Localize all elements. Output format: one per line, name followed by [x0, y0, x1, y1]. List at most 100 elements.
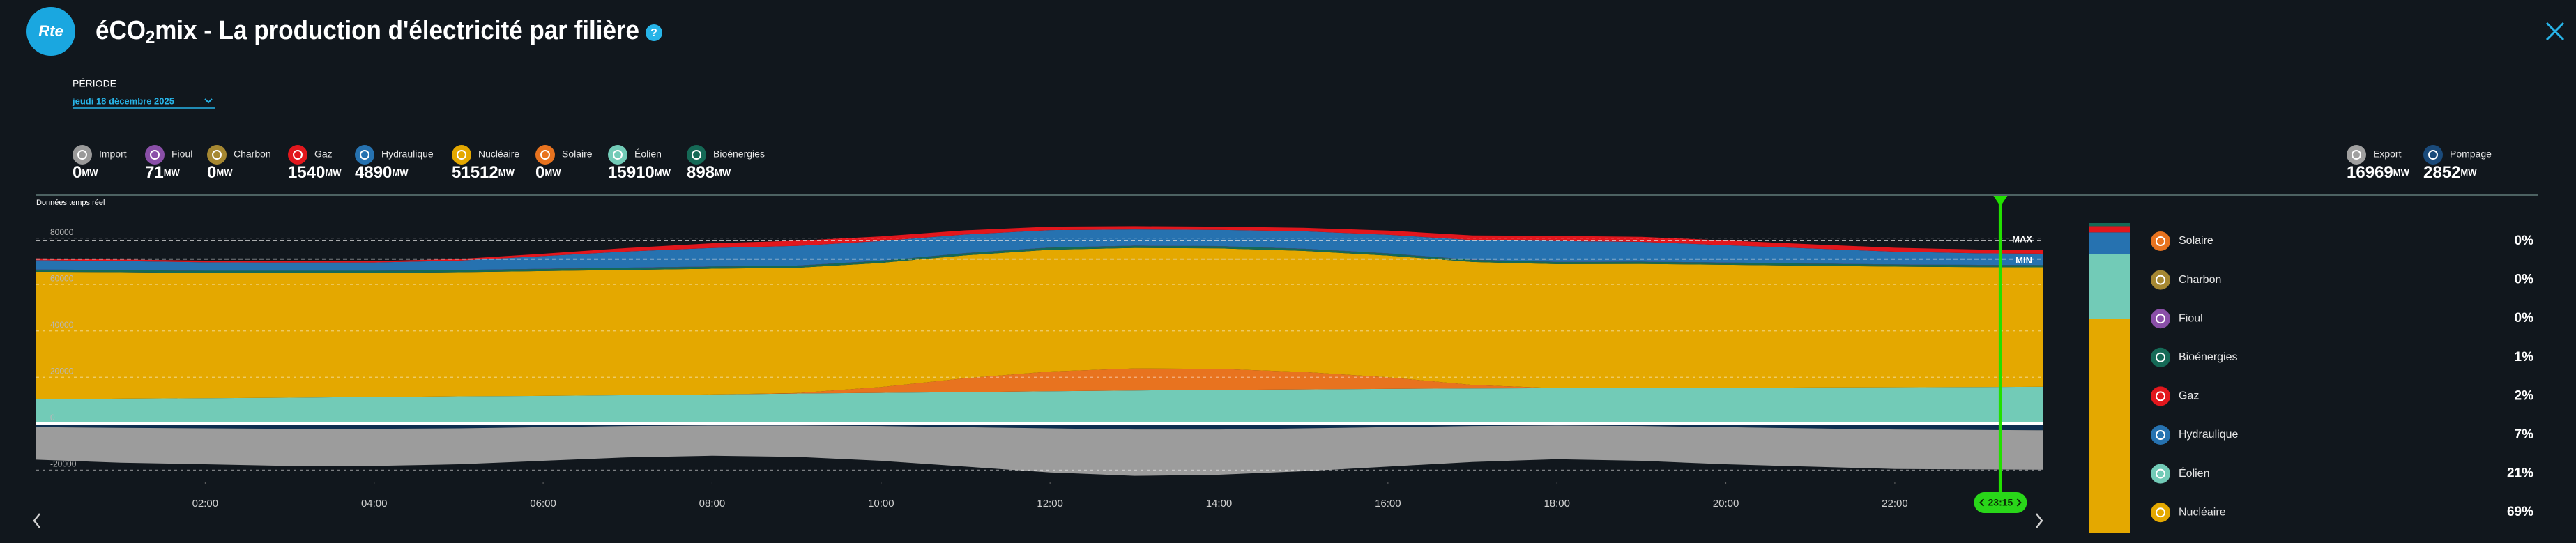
unit: MW — [2393, 167, 2410, 178]
source-name: Export — [2373, 148, 2402, 160]
value: 0 — [535, 163, 544, 182]
period-select[interactable]: jeudi 18 décembre 2025 — [72, 95, 174, 106]
dropdown-arrow[interactable] — [204, 98, 213, 104]
source-name: Gaz — [314, 148, 333, 160]
source-value: 0MW — [535, 163, 561, 182]
share-name: Nucléaire — [2179, 506, 2226, 518]
source-value: 0MW — [73, 163, 98, 182]
share-icon-inner — [2156, 507, 2165, 518]
value: 4890 — [355, 163, 392, 182]
share-value: 0% — [2515, 234, 2534, 248]
source-name: Nucléaire — [478, 148, 519, 160]
share-icon-inner — [2156, 352, 2165, 362]
cursor-next — [2016, 498, 2022, 507]
source-name: Fioul — [172, 148, 192, 160]
source-icon — [535, 145, 555, 165]
area-series — [36, 247, 2043, 399]
source-icon-inner — [613, 150, 623, 160]
source-icon — [2347, 145, 2366, 165]
period-label: PÉRIODE — [73, 78, 116, 89]
share-name: Gaz — [2179, 390, 2199, 402]
logo[interactable] — [26, 7, 75, 56]
source-name: Import — [99, 148, 127, 160]
source-name: Charbon — [234, 148, 271, 160]
unit: MW — [325, 167, 342, 178]
x-tick-label: 06:00 — [530, 498, 556, 510]
prev-day[interactable] — [33, 513, 40, 528]
x-tick-label: 16:00 — [1375, 498, 1401, 510]
area-series — [36, 368, 2043, 399]
share-name: Éolien — [2179, 466, 2209, 480]
unit: MW — [82, 167, 98, 178]
y-tick-label: 40000 — [50, 320, 74, 330]
y-tick-label: 0 — [50, 413, 55, 422]
share-icon-inner — [2156, 314, 2165, 324]
share-value: 1% — [2515, 350, 2534, 365]
area-series — [36, 423, 2043, 431]
close-button[interactable] — [2545, 22, 2565, 41]
source-icon-inner — [2352, 150, 2361, 160]
source-name: Hydraulique — [381, 148, 434, 160]
cursor-pill — [1974, 492, 2027, 513]
unit: MW — [498, 167, 515, 178]
share-segment — [2089, 232, 2130, 254]
share-icon-inner — [2156, 391, 2165, 401]
source-value: 1540MW — [288, 163, 342, 182]
source-value: 51512MW — [452, 163, 515, 182]
y-tick-label: 20000 — [50, 366, 74, 376]
source-icon-inner — [692, 150, 701, 160]
title-subscript: 2 — [146, 26, 155, 47]
source-icon-inner — [360, 150, 369, 160]
source-icon — [145, 145, 165, 165]
page-title: éCO2mix - La production d'électricité pa… — [96, 16, 639, 47]
share-value: 69% — [2507, 505, 2533, 519]
x-tick-label: 12:00 — [1037, 498, 1063, 510]
share-icon — [2151, 347, 2170, 367]
area-series — [36, 386, 2043, 424]
x-tick-label: 02:00 — [192, 498, 219, 510]
unit: MW — [216, 167, 233, 178]
cursor-label: 23:15 — [1988, 497, 2013, 508]
source-icon-inner — [293, 150, 303, 160]
source-icon — [2423, 145, 2443, 165]
x-tick-label: 20:00 — [1713, 498, 1739, 510]
source-name: Solaire — [562, 148, 593, 160]
share-segment — [2089, 319, 2130, 533]
share-value: 0% — [2515, 311, 2534, 326]
unit: MW — [164, 167, 181, 178]
source-icon — [608, 145, 627, 165]
title-part: éCO — [96, 16, 146, 45]
source-value: 2852MW — [2423, 163, 2477, 182]
share-name: Charbon — [2179, 274, 2221, 286]
y-tick-label: 80000 — [50, 227, 74, 237]
source-value: 898MW — [687, 163, 731, 182]
logo-text: Rte — [38, 22, 63, 40]
x-tick-label: 04:00 — [361, 498, 388, 510]
value: 71 — [145, 163, 164, 182]
source-icon — [355, 145, 374, 165]
help-icon[interactable] — [646, 24, 662, 41]
source-icon — [73, 145, 92, 165]
source-value: 15910MW — [608, 163, 671, 182]
value: 1540 — [288, 163, 325, 182]
cursor-handle — [1993, 196, 2008, 206]
share-value: 21% — [2507, 466, 2533, 481]
share-icon-inner — [2156, 430, 2165, 440]
source-icon-inner — [150, 150, 160, 160]
reference-label: MAX — [2012, 234, 2032, 244]
area-series — [36, 229, 2043, 271]
unit: MW — [655, 167, 671, 178]
x-tick-label: 10:00 — [868, 498, 894, 510]
x-tick-label: 14:00 — [1206, 498, 1233, 510]
source-value: 16969MW — [2347, 163, 2410, 182]
value: 15910 — [608, 163, 655, 182]
chart-subtitle: Données temps réel — [36, 199, 105, 207]
unit: MW — [715, 167, 731, 178]
source-value: 4890MW — [355, 163, 409, 182]
source-value: 0MW — [207, 163, 233, 182]
next-day[interactable] — [2036, 513, 2043, 528]
title-part: mix - La production d'électricité par fi… — [155, 16, 639, 45]
share-icon — [2151, 309, 2170, 329]
unit: MW — [2460, 167, 2477, 178]
share-name: Fioul — [2179, 312, 2203, 324]
